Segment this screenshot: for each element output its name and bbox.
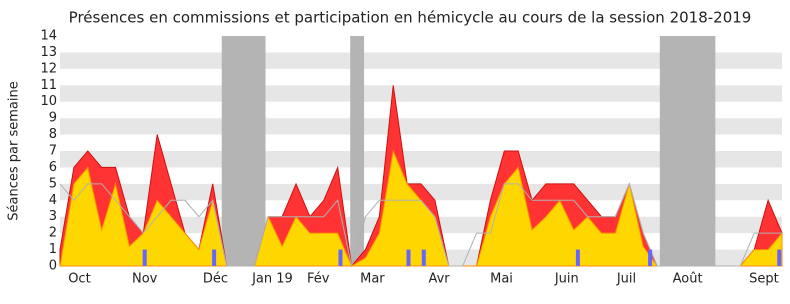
x-tick-label: Jan 19 bbox=[251, 272, 293, 287]
x-tick-label: Oct bbox=[68, 272, 90, 287]
vacation-band bbox=[659, 36, 716, 266]
question-bar bbox=[575, 249, 580, 266]
question-bar bbox=[421, 249, 426, 266]
question-bar bbox=[648, 249, 653, 266]
x-tick-label: Août bbox=[673, 272, 703, 287]
y-tick-label: 4 bbox=[49, 193, 57, 208]
question-bar bbox=[777, 249, 782, 266]
y-axis-label: Séances par semaine bbox=[7, 81, 22, 220]
y-tick-label: 8 bbox=[49, 127, 57, 142]
vacation-band bbox=[350, 36, 365, 266]
chart-title: Présences en commissions et participatio… bbox=[69, 9, 752, 27]
y-tick-label: 13 bbox=[40, 45, 57, 60]
x-tick-label: Juin bbox=[554, 272, 579, 287]
question-bar bbox=[142, 249, 147, 266]
question-bar bbox=[212, 249, 217, 266]
y-tick-label: 7 bbox=[49, 144, 57, 159]
x-tick-label: Fév bbox=[307, 272, 330, 287]
question-bar bbox=[338, 249, 343, 266]
x-tick-label: Nov bbox=[132, 272, 158, 287]
y-tick-label: 11 bbox=[40, 78, 57, 93]
x-tick-label: Avr bbox=[428, 272, 450, 287]
vacation-band bbox=[221, 36, 266, 266]
median-line bbox=[59, 182, 782, 267]
y-tick-label: 12 bbox=[40, 61, 57, 76]
x-tick-label: Déc bbox=[203, 272, 228, 287]
x-tick-label: Mai bbox=[490, 272, 513, 287]
y-tick-label: 14 bbox=[40, 29, 57, 44]
x-tick-label: Juil bbox=[616, 272, 636, 287]
y-tick-label: 6 bbox=[49, 160, 57, 175]
y-tick-label: 3 bbox=[49, 209, 57, 224]
y-tick-label: 10 bbox=[40, 94, 57, 109]
y-tick-label: 5 bbox=[49, 176, 57, 191]
question-bar bbox=[406, 249, 411, 266]
y-tick-label: 2 bbox=[49, 226, 57, 241]
y-tick-label: 0 bbox=[49, 259, 57, 274]
x-tick-label: Mar bbox=[360, 272, 385, 287]
y-tick-label: 1 bbox=[49, 242, 57, 257]
x-tick-label: Sept bbox=[749, 272, 779, 287]
y-tick-label: 9 bbox=[49, 111, 57, 126]
